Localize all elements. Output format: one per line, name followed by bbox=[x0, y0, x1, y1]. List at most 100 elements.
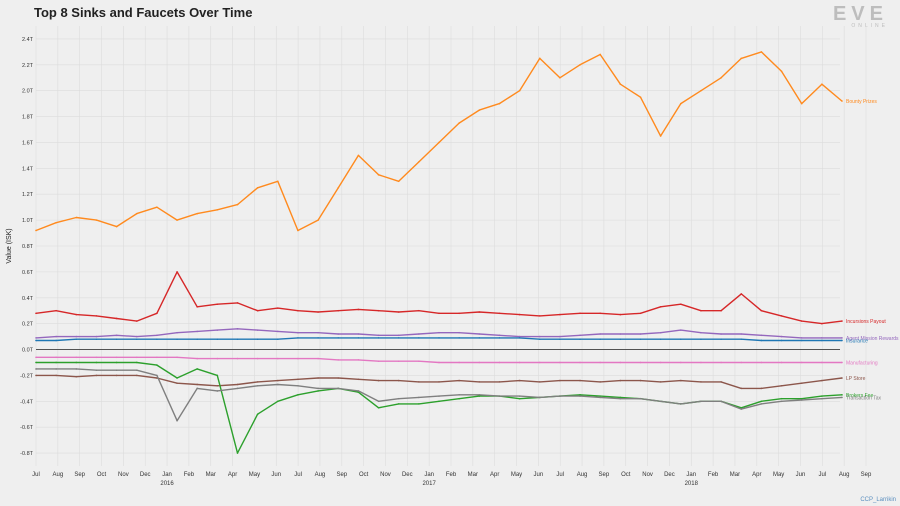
data-point-agent-mission-rewards bbox=[236, 328, 239, 330]
data-point-lp-store bbox=[498, 381, 501, 383]
y-tick-label: 2.4T bbox=[22, 37, 34, 43]
x-tick-label: May bbox=[249, 472, 260, 478]
data-point-transaction-tax bbox=[821, 397, 823, 400]
data-point-transaction-tax bbox=[680, 403, 682, 405]
data-point-incursions-payout bbox=[760, 309, 763, 312]
data-point-brokers-fee bbox=[115, 361, 118, 364]
data-point-agent-mission-rewards bbox=[458, 331, 460, 334]
data-point-incursions-payout bbox=[579, 312, 581, 315]
data-point-bounty-prizes bbox=[659, 135, 662, 137]
data-point-lp-store bbox=[579, 379, 581, 382]
data-point-agent-mission-rewards bbox=[216, 329, 219, 331]
x-tick-label: Sep bbox=[599, 472, 610, 478]
y-axis-label: Value (ISK) bbox=[6, 228, 13, 263]
x-tick-label: Aug bbox=[315, 472, 326, 478]
x-tick-label: Jan bbox=[686, 472, 696, 478]
data-point-manufacturing bbox=[256, 357, 259, 360]
data-point-bounty-prizes bbox=[498, 102, 501, 105]
data-point-lp-store bbox=[297, 378, 299, 381]
data-point-brokers-fee bbox=[377, 406, 380, 409]
data-point-insurance bbox=[841, 339, 843, 342]
data-point-bounty-prizes bbox=[821, 83, 823, 86]
data-point-incursions-payout bbox=[821, 322, 823, 325]
data-point-incursions-payout bbox=[619, 313, 622, 316]
data-point-manufacturing bbox=[559, 361, 561, 364]
y-tick-label: 2.0T bbox=[22, 89, 34, 95]
data-point-incursions-payout bbox=[559, 313, 561, 316]
data-point-brokers-fee bbox=[196, 368, 198, 370]
data-point-transaction-tax bbox=[317, 387, 319, 390]
data-point-transaction-tax bbox=[740, 408, 743, 410]
data-point-agent-mission-rewards bbox=[720, 333, 722, 335]
x-tick-label: Dec bbox=[664, 472, 675, 478]
data-point-manufacturing bbox=[196, 357, 198, 360]
data-point-lp-store bbox=[659, 381, 662, 383]
data-point-lp-store bbox=[317, 377, 319, 379]
y-tick-label: -0.8T bbox=[20, 451, 33, 457]
data-point-manufacturing bbox=[75, 356, 78, 359]
data-point-bounty-prizes bbox=[337, 186, 340, 189]
data-point-insurance bbox=[740, 338, 743, 340]
data-point-insurance bbox=[639, 338, 642, 340]
data-point-incursions-payout bbox=[418, 309, 420, 312]
data-point-transaction-tax bbox=[800, 399, 803, 401]
data-point-incursions-payout bbox=[498, 312, 501, 315]
data-point-agent-mission-rewards bbox=[297, 331, 299, 334]
data-point-manufacturing bbox=[659, 361, 662, 364]
data-point-agent-mission-rewards bbox=[478, 333, 481, 335]
data-point-manufacturing bbox=[216, 357, 219, 360]
data-point-manufacturing bbox=[458, 361, 460, 364]
data-point-manufacturing bbox=[337, 359, 340, 361]
data-point-bounty-prizes bbox=[438, 141, 440, 144]
x-tick-label: Jul bbox=[294, 472, 302, 478]
data-point-incursions-payout bbox=[438, 312, 440, 315]
data-point-brokers-fee bbox=[599, 395, 601, 397]
data-point-agent-mission-rewards bbox=[317, 331, 319, 334]
data-point-incursions-payout bbox=[236, 302, 239, 304]
data-point-bounty-prizes bbox=[297, 229, 299, 232]
data-point-agent-mission-rewards bbox=[559, 335, 561, 338]
data-point-manufacturing bbox=[236, 357, 239, 360]
data-point-transaction-tax bbox=[297, 384, 299, 387]
data-point-incursions-payout bbox=[639, 312, 642, 315]
data-point-manufacturing bbox=[518, 361, 521, 364]
data-point-brokers-fee bbox=[55, 361, 57, 364]
data-point-transaction-tax bbox=[841, 396, 843, 399]
data-point-agent-mission-rewards bbox=[357, 333, 360, 335]
data-point-insurance bbox=[821, 339, 823, 342]
data-point-agent-mission-rewards bbox=[780, 335, 783, 338]
x-tick-label: Sep bbox=[861, 472, 872, 478]
data-point-insurance bbox=[659, 338, 662, 340]
data-point-transaction-tax bbox=[75, 368, 78, 370]
x-tick-label: Oct bbox=[359, 472, 369, 478]
data-point-bounty-prizes bbox=[599, 53, 601, 56]
data-point-insurance bbox=[780, 339, 783, 342]
data-point-lp-store bbox=[357, 378, 360, 381]
data-point-lp-store bbox=[760, 387, 763, 390]
data-point-agent-mission-rewards bbox=[619, 333, 622, 335]
x-tick-label: Feb bbox=[184, 472, 195, 478]
x-tick-label: Jun bbox=[534, 472, 544, 478]
data-point-manufacturing bbox=[538, 361, 541, 364]
data-point-manufacturing bbox=[800, 361, 803, 364]
data-point-lp-store bbox=[196, 383, 198, 386]
data-point-manufacturing bbox=[95, 356, 98, 359]
data-point-manufacturing bbox=[55, 356, 57, 359]
data-point-bounty-prizes bbox=[135, 212, 138, 215]
data-point-lp-store bbox=[821, 379, 823, 382]
x-tick-label: Apr bbox=[490, 472, 499, 478]
data-point-agent-mission-rewards bbox=[35, 337, 37, 339]
x-tick-label: Sep bbox=[74, 472, 85, 478]
data-point-insurance bbox=[680, 338, 682, 340]
data-point-transaction-tax bbox=[55, 368, 57, 370]
data-point-brokers-fee bbox=[518, 397, 521, 400]
data-point-brokers-fee bbox=[317, 390, 319, 392]
data-point-bounty-prizes bbox=[538, 57, 541, 60]
data-point-transaction-tax bbox=[619, 397, 622, 400]
x-tick-label: Sep bbox=[336, 472, 347, 478]
data-point-incursions-payout bbox=[397, 311, 400, 313]
chart-title: Top 8 Sinks and Faucets Over Time bbox=[34, 5, 253, 20]
data-point-bounty-prizes bbox=[418, 161, 420, 163]
data-point-agent-mission-rewards bbox=[115, 334, 118, 337]
data-point-transaction-tax bbox=[397, 397, 400, 400]
